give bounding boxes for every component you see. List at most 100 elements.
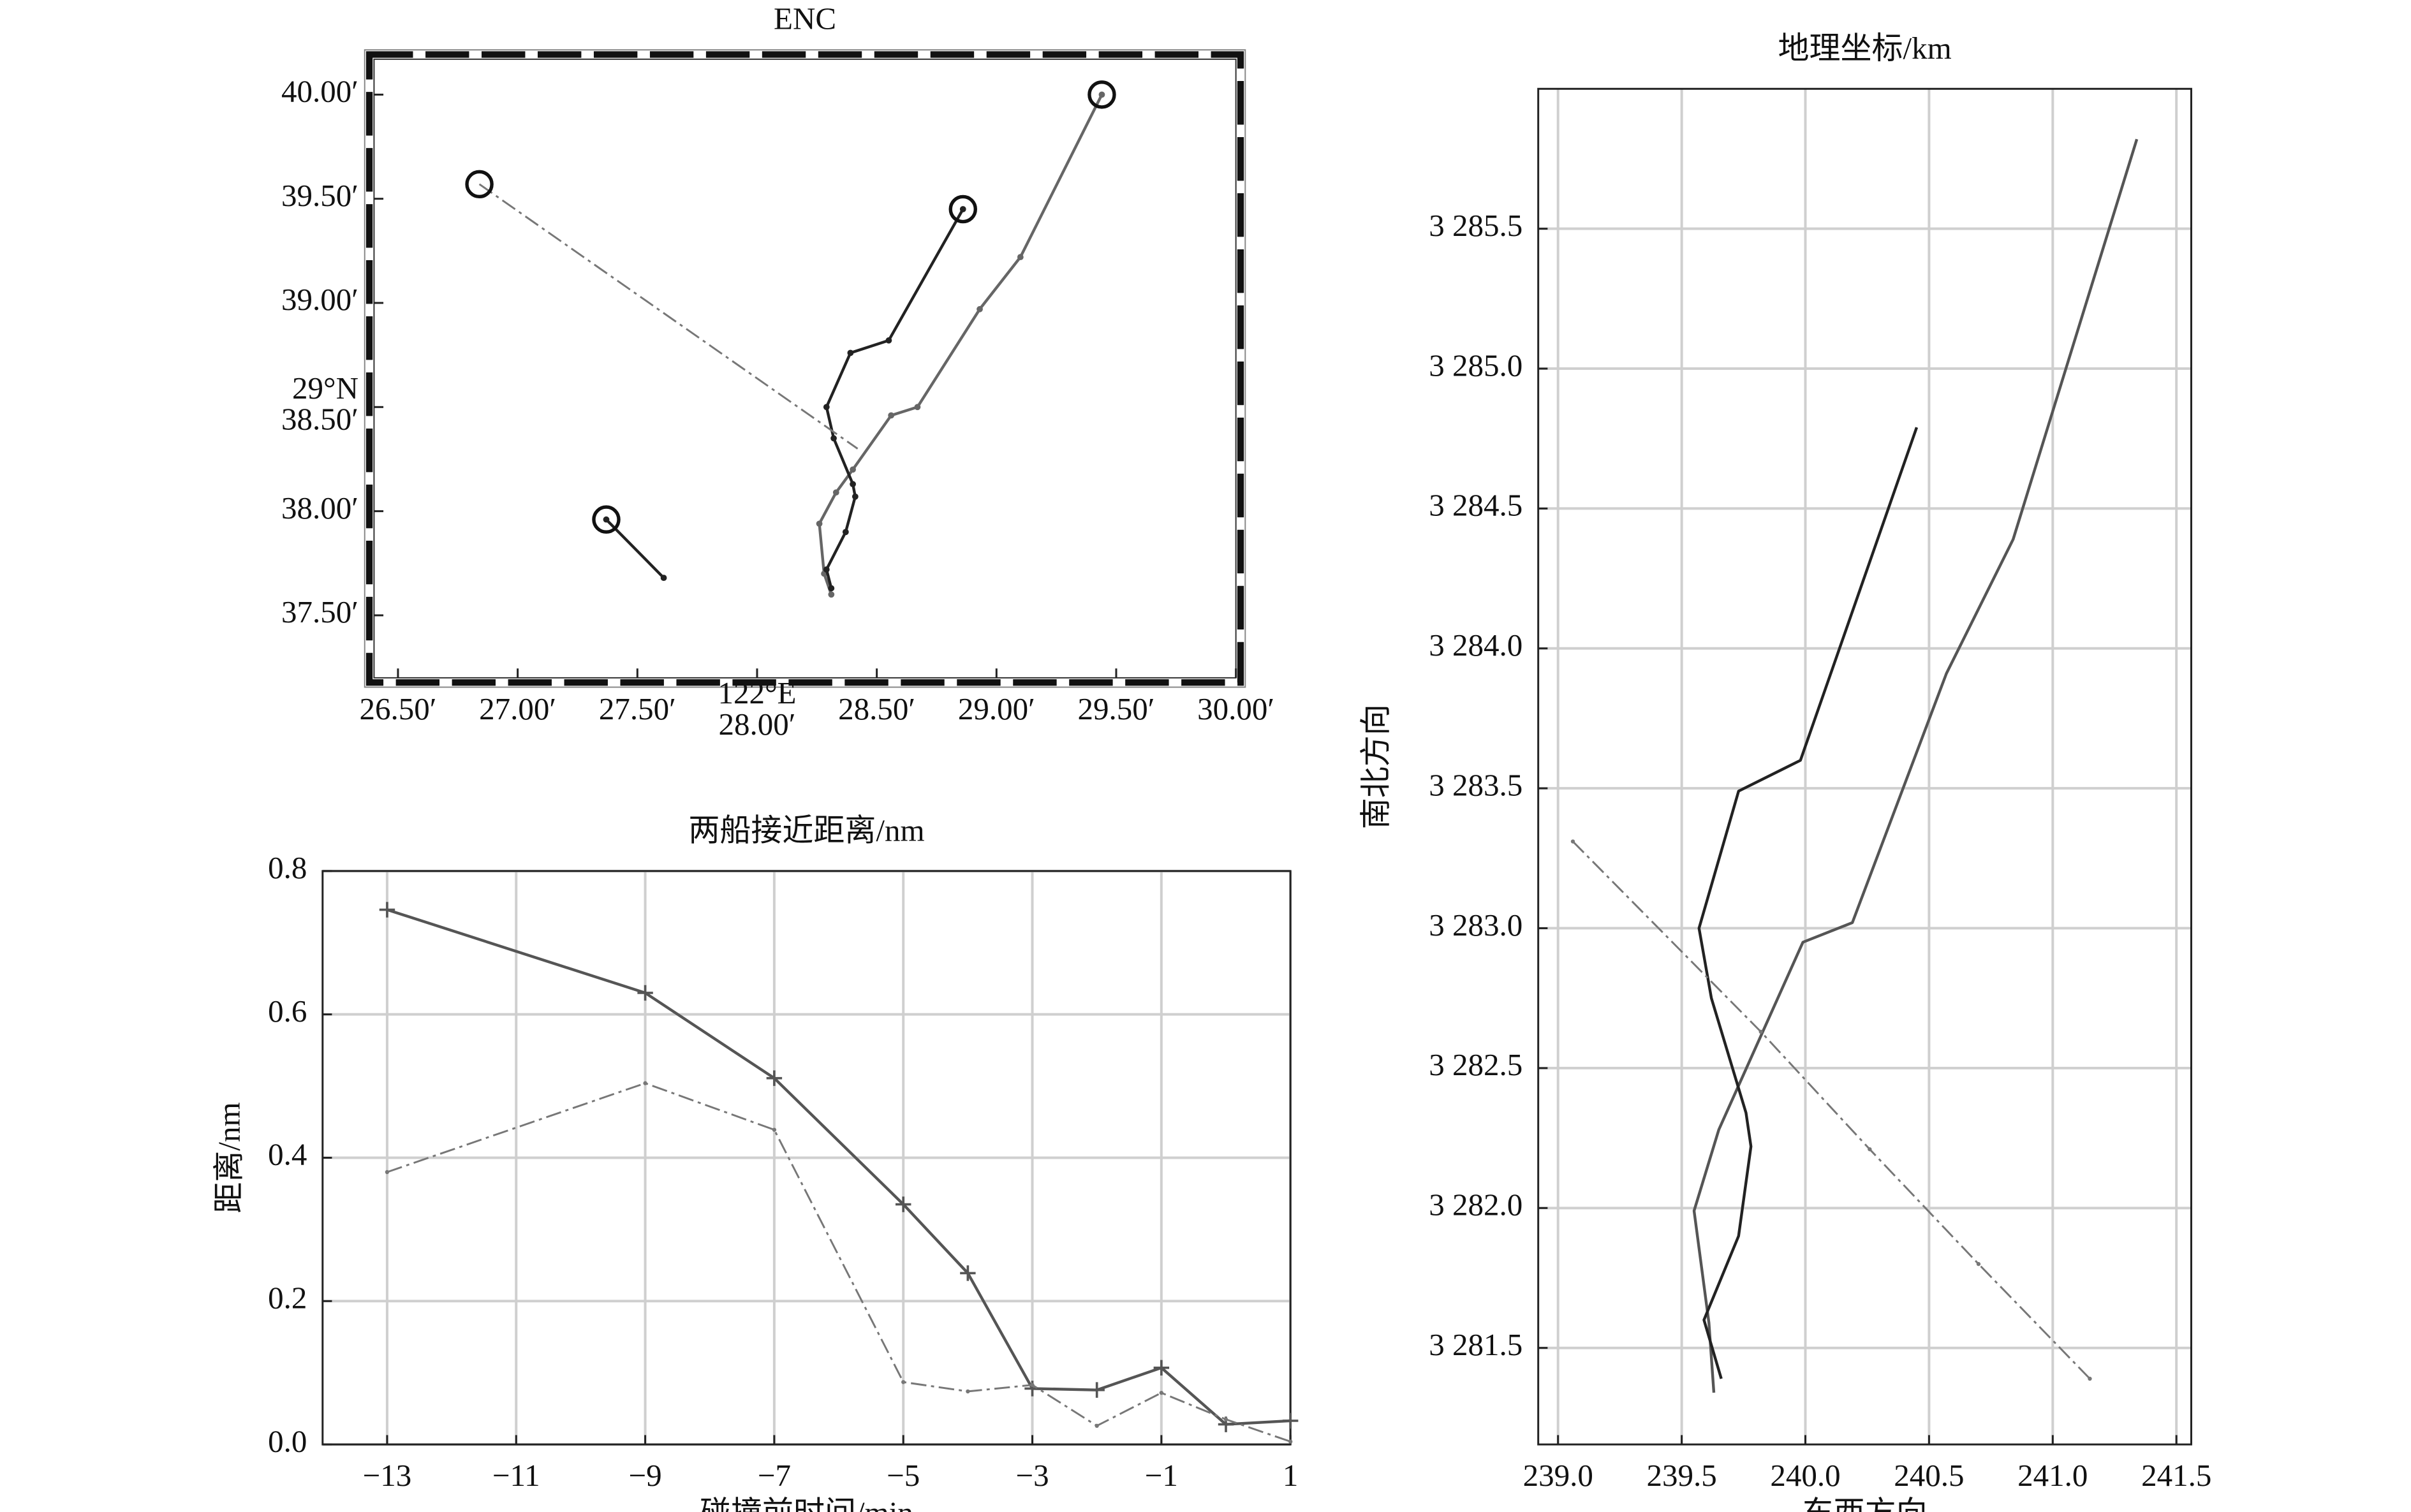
y-tick-label: 3 284.0 xyxy=(1429,628,1523,663)
point-marker xyxy=(1976,1261,1981,1266)
series-line xyxy=(387,1082,1291,1442)
y-tick-label: 40.00′ xyxy=(281,74,358,109)
x-tick-label: 29.00′ xyxy=(958,691,1035,726)
y-tick-label: 37.50′ xyxy=(281,594,358,629)
y-tick-label: 0.8 xyxy=(268,850,307,885)
point-marker xyxy=(823,566,830,573)
x-tick-label: 241.5 xyxy=(2141,1458,2211,1493)
point-marker xyxy=(960,1265,976,1281)
point-marker xyxy=(901,1380,906,1384)
x-tick-label: −9 xyxy=(629,1458,662,1493)
point-marker xyxy=(966,1389,970,1394)
x-tick-label: 239.0 xyxy=(1523,1458,1593,1493)
point-marker xyxy=(1030,1383,1035,1387)
series-line xyxy=(818,94,1103,595)
point-marker xyxy=(885,337,892,344)
y-tick-label: 3 285.5 xyxy=(1429,208,1523,243)
series-line xyxy=(1692,138,2139,1393)
y-tick-label: 3 284.5 xyxy=(1429,488,1523,523)
point-marker xyxy=(1570,839,1575,844)
point-marker xyxy=(888,412,895,419)
start-marker xyxy=(948,195,977,224)
point-marker xyxy=(1098,91,1105,98)
x-tick-label: 122°E 28.00′ xyxy=(718,675,796,742)
y-tick-label: 0.2 xyxy=(268,1281,307,1316)
x-tick-label: 239.5 xyxy=(1646,1458,1716,1493)
point-marker xyxy=(637,985,653,1001)
y-tick-label: 0.6 xyxy=(268,994,307,1029)
point-marker xyxy=(643,1081,647,1085)
point-marker xyxy=(385,1170,390,1175)
map-frame xyxy=(373,58,1237,679)
x-tick-label: 1 xyxy=(1283,1458,1299,1493)
x-tick-label: 28.50′ xyxy=(838,691,915,726)
point-marker xyxy=(896,1196,911,1212)
chart-title: ENC xyxy=(774,1,836,36)
y-tick-label: 3 283.5 xyxy=(1429,767,1523,802)
point-marker xyxy=(772,1127,777,1132)
plot-frame xyxy=(1537,87,2192,1446)
series-line xyxy=(1572,840,2091,1379)
x-tick-label: −11 xyxy=(492,1458,540,1493)
point-marker xyxy=(1288,1439,1293,1444)
point-marker xyxy=(1017,254,1024,261)
point-marker xyxy=(379,902,395,918)
x-tick-label: −3 xyxy=(1015,1458,1049,1493)
point-marker xyxy=(828,585,835,592)
point-marker xyxy=(959,206,966,212)
x-tick-label: 27.00′ xyxy=(479,691,556,726)
point-marker xyxy=(1095,1423,1099,1428)
chart-title: 地理坐标/km xyxy=(1778,31,1951,66)
map-frame-outer xyxy=(364,49,1246,688)
x-tick-label: 29.50′ xyxy=(1077,691,1154,726)
y-tick-label: 0.0 xyxy=(268,1423,307,1458)
x-tick-label: 241.0 xyxy=(2017,1458,2088,1493)
series-line xyxy=(478,183,859,450)
y-tick-label: 3 283.0 xyxy=(1429,907,1523,943)
point-marker xyxy=(828,591,835,598)
point-marker xyxy=(977,305,983,312)
y-tick-label: 38.00′ xyxy=(281,490,358,525)
point-marker xyxy=(823,404,830,411)
x-tick-label: 30.00′ xyxy=(1197,691,1274,726)
x-tick-label: 240.0 xyxy=(1770,1458,1840,1493)
y-tick-label: 39.50′ xyxy=(281,178,358,213)
start-marker xyxy=(1088,80,1116,109)
series-line xyxy=(825,208,964,589)
point-marker xyxy=(1089,1382,1105,1398)
y-tick-label: 3 281.5 xyxy=(1429,1327,1523,1362)
series-line xyxy=(1697,427,1919,1379)
x-tick-label: −13 xyxy=(363,1458,412,1493)
point-marker xyxy=(1282,1413,1299,1429)
y-axis-label: 距离/nm xyxy=(211,1102,246,1213)
point-marker xyxy=(914,404,921,411)
point-marker xyxy=(850,466,856,473)
point-marker xyxy=(1153,1360,1170,1376)
point-marker xyxy=(830,435,837,442)
point-marker xyxy=(1868,1147,1872,1152)
point-marker xyxy=(2088,1376,2092,1381)
start-marker xyxy=(465,170,494,199)
point-marker xyxy=(816,520,823,527)
x-axis-label: 东西方向 xyxy=(1803,1495,1928,1512)
x-tick-label: −5 xyxy=(887,1458,920,1493)
start-marker xyxy=(592,505,621,534)
point-marker xyxy=(842,529,849,536)
point-marker xyxy=(660,575,667,582)
x-tick-label: −1 xyxy=(1145,1458,1178,1493)
chart-title: 两船接近距离/nm xyxy=(688,812,924,848)
x-tick-label: 240.5 xyxy=(1894,1458,1964,1493)
series-line xyxy=(387,908,1291,1426)
x-tick-label: −7 xyxy=(758,1458,791,1493)
y-tick-label: 39.00′ xyxy=(281,282,358,317)
point-marker xyxy=(852,493,859,500)
point-marker xyxy=(766,1070,783,1086)
y-tick-label: 3 282.5 xyxy=(1429,1047,1523,1082)
point-marker xyxy=(1159,1390,1164,1395)
x-tick-label: 27.50′ xyxy=(599,691,676,726)
point-marker xyxy=(850,481,856,488)
y-tick-label: 29°N 38.50′ xyxy=(281,371,358,437)
y-axis-label: 南北方向 xyxy=(1359,704,1394,829)
point-marker xyxy=(832,489,839,496)
